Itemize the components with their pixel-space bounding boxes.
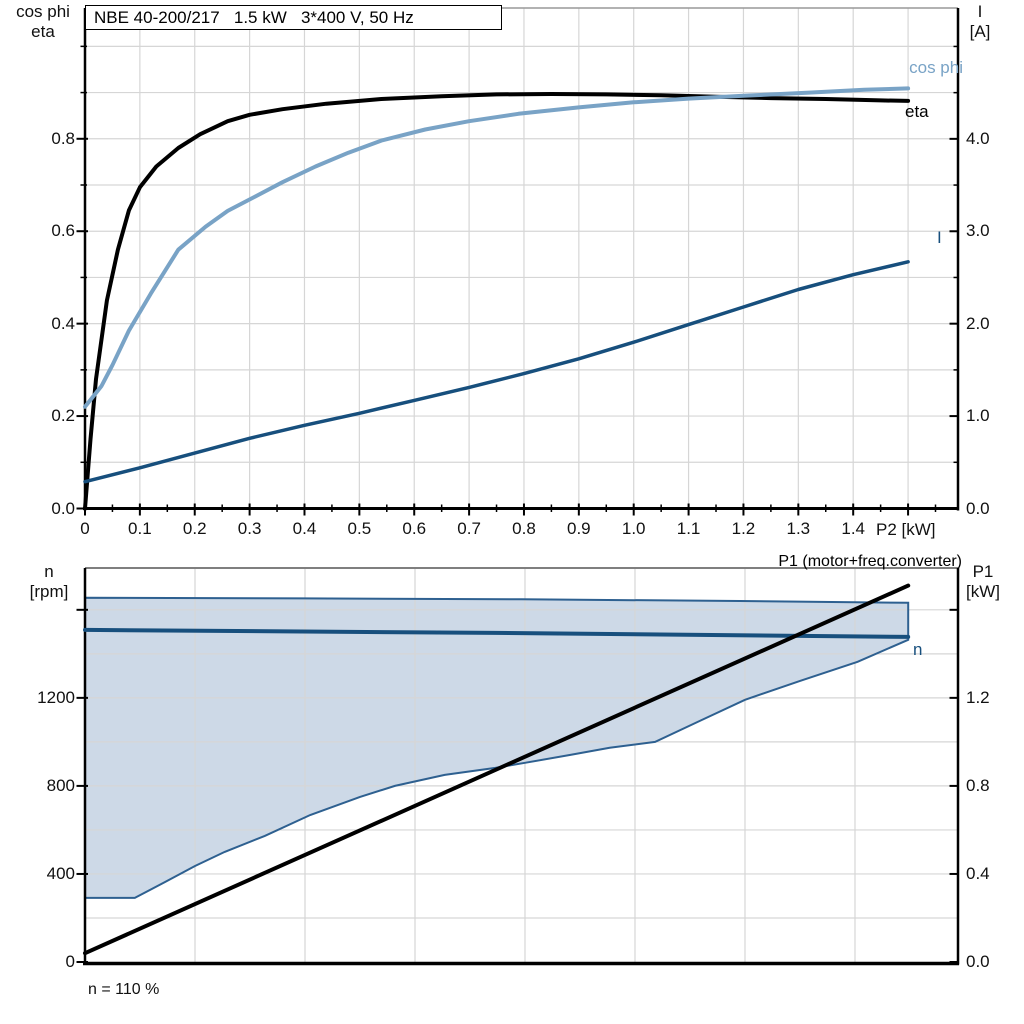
y-left-tick-label: 0.0 [51, 498, 75, 518]
y-right-tick-label: 0.0 [966, 498, 990, 518]
p1-tick-label: 0.8 [966, 775, 990, 795]
annotation-n-110-percent: n = 110 % [88, 981, 160, 998]
current-curve [83, 260, 910, 484]
x-tick-label: 0 [80, 519, 90, 538]
y-right-tick-label: 2.0 [966, 313, 990, 333]
curve-label-eta: eta [905, 102, 929, 121]
axis-title-p1-unit: [kW] [966, 582, 1000, 601]
x-axis-label-p2: P2 [kW] [876, 520, 936, 539]
n-tick-label: 800 [46, 775, 75, 795]
speed-curve [83, 627, 911, 639]
cos-phi-curve [83, 86, 911, 409]
x-tick-label: 1.2 [731, 519, 756, 538]
axis-title-rpm: [rpm] [29, 582, 69, 601]
curve-label-p1: P1 (motor+freq.converter) [778, 553, 962, 570]
axis-title-current-unit: [A] [969, 22, 991, 41]
y-right-tick-label: 3.0 [966, 221, 990, 241]
axis-title-eta: eta [31, 22, 55, 41]
y-left-tick-label: 0.6 [51, 221, 75, 241]
n-tick-label: 1200 [37, 687, 75, 707]
x-tick-label: 0.2 [182, 519, 207, 538]
chart-title-box: NBE 40-200/217 1.5 kW 3*400 V, 50 Hz [85, 5, 502, 30]
p1-tick-label: 0.4 [966, 863, 990, 883]
curve-label-current: I [937, 228, 942, 247]
x-tick-label: 0.8 [512, 519, 536, 538]
p1-curve [83, 583, 911, 956]
y-left-tick-label: 0.8 [51, 128, 75, 148]
y-right-tick-label: 4.0 [966, 128, 990, 148]
p1-tick-label: 0.0 [966, 952, 990, 971]
x-tick-label: 1.1 [676, 519, 701, 538]
x-tick-label: 0.7 [457, 519, 481, 538]
curve-label-cos-phi: cos phi [909, 58, 963, 77]
y-right-tick-label: 1.0 [966, 406, 990, 426]
x-tick-label: 0.6 [402, 519, 427, 538]
x-tick-label: 0.1 [128, 519, 152, 538]
n-tick-label: 0 [65, 952, 75, 971]
axis-title-p1: P1 [972, 562, 994, 581]
x-tick-label: 1.4 [841, 519, 866, 538]
x-tick-label: 0.9 [567, 519, 591, 538]
top-left-axis-title: cos phi eta [6, 2, 80, 42]
chart-title: NBE 40-200/217 1.5 kW 3*400 V, 50 Hz [94, 8, 414, 27]
bottom-right-axis-title: P1 [kW] [952, 562, 1014, 602]
x-tick-label: 1.3 [786, 519, 811, 538]
n-tick-label: 400 [46, 863, 75, 883]
x-tick-label: 0.4 [292, 519, 317, 538]
y-left-tick-label: 0.4 [51, 313, 75, 333]
axis-title-n: n [44, 562, 54, 581]
x-tick-label: 1.0 [621, 519, 646, 538]
curve-label-n: n [913, 640, 923, 659]
speed-region-edge [84, 596, 910, 899]
p1-tick-label: 1.2 [966, 687, 990, 707]
top-right-axis-title: I [A] [952, 2, 1008, 42]
bottom-left-axis-title: n [rpm] [12, 562, 86, 602]
axis-title-current: I [977, 2, 983, 21]
eta-curve [83, 92, 911, 511]
axis-title-cos-phi: cos phi [16, 2, 70, 21]
x-tick-label: 0.5 [347, 519, 372, 538]
x-tick-label: 0.3 [237, 519, 262, 538]
y-left-tick-label: 0.2 [51, 406, 75, 426]
